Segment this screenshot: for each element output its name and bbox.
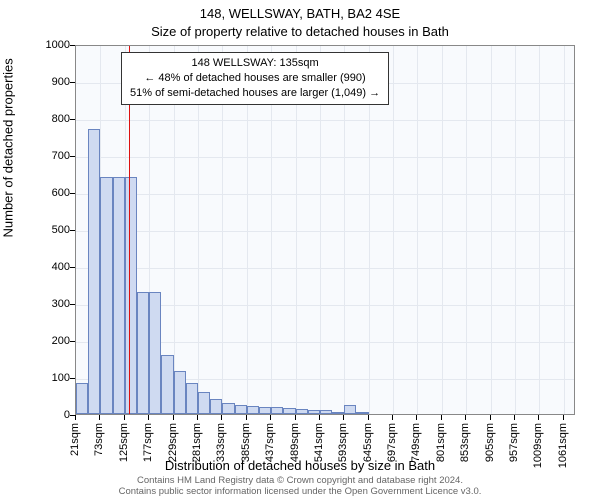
gridline-v <box>564 46 565 414</box>
histogram-bar <box>76 383 88 414</box>
annotation-line2: ← 48% of detached houses are smaller (99… <box>130 71 380 86</box>
gridline-v <box>466 46 467 414</box>
y-tick-mark <box>70 341 75 342</box>
x-tick-mark <box>99 415 100 420</box>
y-tick-mark <box>70 378 75 379</box>
y-tick-mark <box>70 267 75 268</box>
y-tick-label: 900 <box>30 76 70 88</box>
histogram-bar <box>88 129 100 414</box>
x-tick-mark <box>441 415 442 420</box>
y-tick-label: 100 <box>30 372 70 384</box>
histogram-bar <box>283 408 295 414</box>
chart-title-line2: Size of property relative to detached ho… <box>0 24 600 39</box>
y-tick-label: 200 <box>30 335 70 347</box>
x-tick-mark <box>490 415 491 420</box>
y-tick-mark <box>70 193 75 194</box>
x-tick-mark <box>392 415 393 420</box>
y-tick-mark <box>70 304 75 305</box>
histogram-bar <box>320 410 332 414</box>
histogram-bar <box>222 403 234 414</box>
footer-attribution: Contains HM Land Registry data © Crown c… <box>0 476 600 498</box>
y-tick-label: 300 <box>30 298 70 310</box>
histogram-bar <box>344 405 356 414</box>
x-tick-mark <box>319 415 320 420</box>
y-tick-mark <box>70 82 75 83</box>
y-tick-mark <box>70 119 75 120</box>
x-tick-mark <box>148 415 149 420</box>
x-tick-mark <box>246 415 247 420</box>
x-tick-mark <box>270 415 271 420</box>
histogram-bar <box>186 383 198 414</box>
histogram-bar <box>161 355 173 414</box>
y-axis-title: Number of detached properties <box>1 58 16 237</box>
histogram-bar <box>149 292 161 414</box>
y-tick-label: 700 <box>30 150 70 162</box>
annotation-line1: 148 WELLSWAY: 135sqm <box>130 56 380 71</box>
x-tick-mark <box>416 415 417 420</box>
x-tick-mark <box>197 415 198 420</box>
annotation-box: 148 WELLSWAY: 135sqm← 48% of detached ho… <box>121 52 389 105</box>
x-tick-mark <box>295 415 296 420</box>
histogram-bar <box>137 292 149 414</box>
histogram-bar <box>210 399 222 414</box>
gridline-v <box>539 46 540 414</box>
chart-container: 148, WELLSWAY, BATH, BA2 4SE Size of pro… <box>0 0 600 500</box>
x-tick-mark <box>514 415 515 420</box>
annotation-line3: 51% of semi-detached houses are larger (… <box>130 86 380 101</box>
histogram-bar <box>125 177 137 414</box>
y-tick-mark <box>70 156 75 157</box>
x-tick-mark <box>343 415 344 420</box>
histogram-bar <box>247 406 259 414</box>
y-tick-label: 1000 <box>30 39 70 51</box>
y-tick-label: 600 <box>30 187 70 199</box>
y-tick-label: 500 <box>30 224 70 236</box>
gridline-h <box>76 194 574 195</box>
x-tick-mark <box>563 415 564 420</box>
x-tick-mark <box>368 415 369 420</box>
histogram-bar <box>235 405 247 414</box>
y-tick-mark <box>70 45 75 46</box>
x-tick-mark <box>538 415 539 420</box>
x-tick-mark <box>124 415 125 420</box>
x-axis-title: Distribution of detached houses by size … <box>0 458 600 473</box>
gridline-v <box>417 46 418 414</box>
x-tick-mark <box>173 415 174 420</box>
x-tick-mark <box>75 415 76 420</box>
plot-area: 148 WELLSWAY: 135sqm← 48% of detached ho… <box>75 45 575 415</box>
histogram-bar <box>271 407 283 414</box>
histogram-bar <box>113 177 125 414</box>
gridline-v <box>515 46 516 414</box>
histogram-bar <box>308 410 320 414</box>
x-tick-mark <box>221 415 222 420</box>
y-tick-label: 800 <box>30 113 70 125</box>
gridline-v <box>442 46 443 414</box>
histogram-bar <box>174 371 186 414</box>
gridline-h <box>76 120 574 121</box>
y-tick-mark <box>70 230 75 231</box>
y-tick-label: 0 <box>30 409 70 421</box>
histogram-bar <box>356 412 368 414</box>
chart-title-line1: 148, WELLSWAY, BATH, BA2 4SE <box>0 6 600 21</box>
footer-line2: Contains public sector information licen… <box>0 487 600 498</box>
gridline-h <box>76 231 574 232</box>
y-tick-label: 400 <box>30 261 70 273</box>
histogram-bar <box>100 177 112 414</box>
histogram-bar <box>332 412 344 414</box>
gridline-h <box>76 157 574 158</box>
histogram-bar <box>259 407 271 414</box>
gridline-v <box>393 46 394 414</box>
histogram-bar <box>198 392 210 414</box>
gridline-v <box>491 46 492 414</box>
gridline-h <box>76 268 574 269</box>
x-tick-mark <box>465 415 466 420</box>
histogram-bar <box>296 409 308 414</box>
